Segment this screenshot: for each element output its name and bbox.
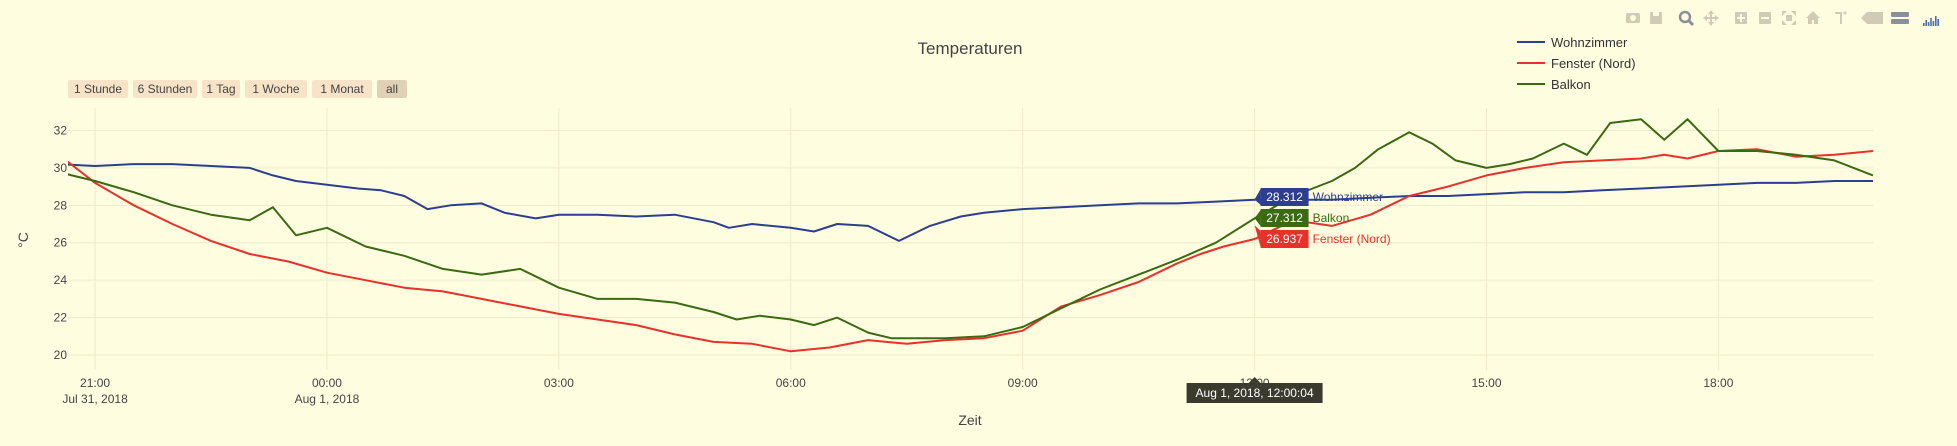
range-button-1-woche[interactable]: 1 Woche [245, 80, 307, 98]
hover-value: 26.937 [1266, 232, 1303, 246]
x-hover-pointer [1248, 377, 1261, 383]
y-tick-label: 26 [54, 236, 68, 250]
legend-item[interactable]: Balkon [1517, 77, 1591, 92]
x-hover-box [1186, 383, 1323, 403]
hover-value-box [1260, 188, 1309, 206]
svg-text:1 Monat: 1 Monat [320, 82, 364, 96]
zoom-in-icon[interactable] [1735, 12, 1747, 24]
home-icon[interactable] [1806, 11, 1820, 24]
save-icon[interactable] [1650, 12, 1662, 24]
legend-item[interactable]: Wohnzimmer [1517, 35, 1628, 50]
series-line-balkon [68, 118, 1873, 340]
x-axis-title: Zeit [958, 412, 981, 428]
svg-text:1 Tag: 1 Tag [206, 82, 235, 96]
y-tick-label: 30 [54, 161, 68, 175]
svg-text:Balkon: Balkon [1551, 77, 1591, 92]
range-button-1-stunde[interactable]: 1 Stunde [68, 80, 128, 98]
hover-series-name: Fenster (Nord) [1313, 232, 1391, 246]
y-tick-label: 24 [54, 273, 68, 287]
hover-value: 27.312 [1266, 211, 1303, 225]
hover-value-box [1260, 230, 1309, 248]
svg-text:1 Woche: 1 Woche [252, 82, 299, 96]
x-tick-label: 09:00 [1008, 376, 1038, 390]
series-line-fenster-nord [68, 148, 1873, 353]
hover-pointer [1254, 225, 1261, 247]
range-button-1-tag[interactable]: 1 Tag [202, 80, 240, 98]
x-tick-sublabel: Aug 1, 2018 [295, 392, 360, 406]
legend: Wohnzimmer Fenster (Nord) Balkon [1517, 35, 1636, 92]
x-axis-ticks: 21:00 Jul 31, 2018 00:00 Aug 1, 2018 03:00 06… [62, 376, 1733, 406]
series-lines [68, 118, 1873, 353]
x-hover-label: Aug 1, 2018, 12:00:04 [1196, 386, 1314, 400]
hover-value-box [1260, 209, 1309, 227]
y-tick-label: 22 [54, 311, 68, 325]
hover-pointer [1254, 210, 1261, 226]
x-tick-label: 15:00 [1471, 376, 1501, 390]
hover-layer: 28.312 Wohnzimmer 27.312 Balkon 26.937 Fenste… [1186, 188, 1391, 403]
svg-text:Wohnzimmer: Wohnzimmer [1551, 35, 1628, 50]
compare-icon[interactable] [1861, 12, 1883, 24]
zoom-out-icon[interactable] [1759, 12, 1771, 24]
hover-value: 28.312 [1266, 190, 1303, 204]
gridlines [68, 108, 1873, 370]
chart-title: Temperaturen [918, 39, 1023, 58]
modebar [1626, 10, 1939, 27]
svg-text:1 Stunde: 1 Stunde [74, 82, 122, 96]
plot-area[interactable]: 28.312 Wohnzimmer 27.312 Balkon 26.937 Fenste… [56, 108, 1873, 403]
closest-icon[interactable] [1891, 12, 1909, 24]
logo-icon[interactable] [1923, 16, 1939, 26]
x-tick-sublabel: Jul 31, 2018 [62, 392, 128, 406]
x-tick-label: 06:00 [776, 376, 806, 390]
legend-item[interactable]: Fenster (Nord) [1517, 56, 1636, 71]
range-button-6-stunden[interactable]: 6 Stunden [133, 80, 197, 98]
svg-text:6 Stunden: 6 Stunden [138, 82, 193, 96]
hover-series-name: Balkon [1313, 211, 1350, 225]
camera-icon[interactable] [1626, 13, 1640, 23]
y-axis-title: °C [15, 232, 31, 248]
range-button-all[interactable]: all [377, 80, 407, 98]
pan-icon[interactable] [1703, 10, 1719, 26]
zoom-icon[interactable] [1678, 10, 1695, 27]
range-button-1-monat[interactable]: 1 Monat [312, 80, 372, 98]
spike-icon[interactable] [1835, 11, 1847, 25]
hover-pointer [1254, 189, 1261, 205]
series-line-wohnzimmer [68, 163, 1873, 242]
y-tick-label: 20 [54, 348, 68, 362]
svg-text:Fenster (Nord): Fenster (Nord) [1551, 56, 1636, 71]
range-selector: 1 Stunde 6 Stunden 1 Tag 1 Woche 1 Monat all [68, 80, 407, 98]
y-tick-label: 32 [54, 123, 68, 137]
x-tick-label: 03:00 [544, 376, 574, 390]
x-tick-label: 12:00 [1240, 376, 1270, 390]
x-tick-label: 00:00 [312, 376, 342, 390]
y-tick-label: 28 [54, 198, 68, 212]
x-tick-label: 18:00 [1703, 376, 1733, 390]
autoscale-icon[interactable] [1782, 11, 1796, 25]
hover-series-name: Wohnzimmer [1313, 190, 1383, 204]
x-tick-label: 21:00 [80, 376, 110, 390]
svg-text:all: all [386, 82, 398, 96]
y-axis-ticks: 20 22 24 26 28 30 32 [54, 123, 68, 362]
